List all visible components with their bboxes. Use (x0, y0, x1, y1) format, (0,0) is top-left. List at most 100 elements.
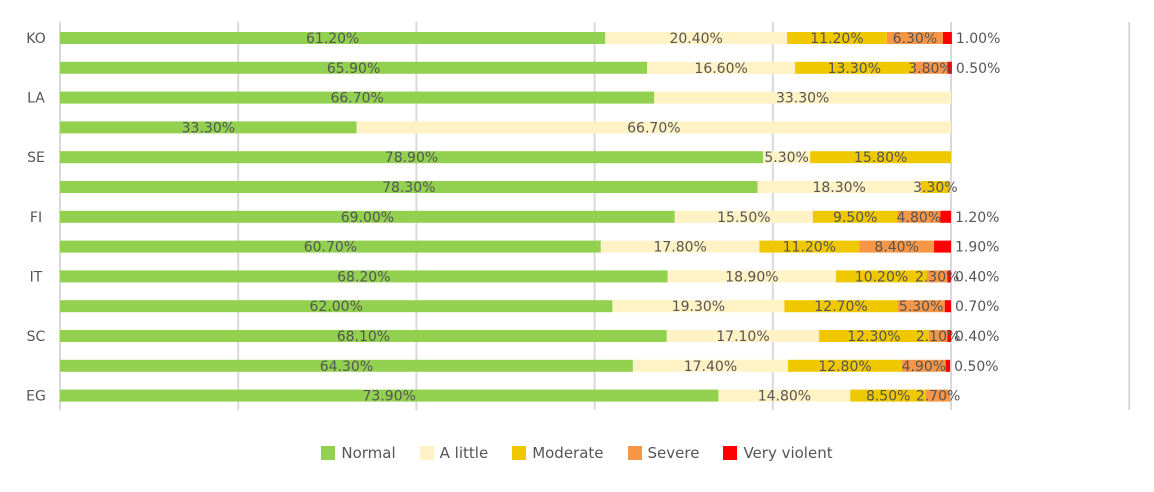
bar-segment (901, 359, 946, 372)
data-label: 65.90% (327, 61, 380, 77)
data-label: 18.90% (725, 269, 778, 285)
legend-label: Very violent (743, 444, 833, 462)
data-label: 66.70% (627, 120, 680, 136)
bar-segment (913, 61, 948, 74)
data-label: 2.30% (915, 269, 959, 285)
data-label: 9.50% (833, 210, 877, 226)
data-label: 68.20% (337, 269, 390, 285)
category-label: FI (30, 210, 42, 226)
data-label: 6.30% (893, 31, 937, 47)
data-label: 64.30% (320, 359, 373, 375)
bar-segment (666, 330, 820, 342)
bar-segment (810, 151, 951, 164)
bar-segment (60, 91, 655, 104)
data-label: 8.40% (874, 240, 918, 256)
data-label: 3.30% (913, 180, 957, 196)
bar-segment (647, 61, 796, 74)
legend-swatch (419, 446, 434, 460)
bar-segment (60, 389, 719, 402)
data-label: 11.20% (810, 31, 863, 47)
bar-segment (940, 210, 951, 223)
data-label: 0.70% (955, 299, 999, 315)
data-label: 15.50% (717, 210, 770, 226)
data-label: 1.00% (956, 31, 1000, 47)
bar-segment (897, 210, 941, 223)
data-label: 61.20% (306, 31, 359, 47)
data-label: 17.40% (684, 359, 737, 375)
bar-segment (60, 32, 606, 44)
legend-label: A little (439, 444, 489, 462)
bar-segment (928, 330, 948, 342)
bar-segment (812, 210, 898, 223)
data-label: 0.40% (955, 329, 999, 345)
data-label: 2.70% (916, 389, 960, 405)
legend-swatch (321, 446, 336, 460)
legend-item: Normal (321, 444, 396, 462)
data-label: 78.30% (382, 180, 435, 196)
data-label: 15.80% (854, 150, 907, 166)
bar-segment (942, 32, 952, 44)
data-label: 12.70% (814, 299, 867, 315)
category-label: SC (27, 329, 46, 345)
data-label: 60.70% (304, 240, 357, 256)
legend-swatch (723, 446, 738, 460)
data-label: 13.30% (828, 61, 881, 77)
data-label: 66.70% (330, 91, 383, 107)
bar-segment (60, 330, 667, 342)
bar-segment (718, 389, 851, 402)
bar-segment (667, 270, 837, 283)
bar-segment (897, 300, 945, 313)
legend-swatch (627, 446, 642, 460)
bar-segment (757, 181, 921, 193)
data-label: 10.20% (855, 269, 908, 285)
bar-segment (934, 240, 951, 253)
category-label: EG (26, 389, 46, 405)
bar-segment (60, 300, 613, 313)
data-label: 11.20% (783, 240, 836, 256)
bar-segment (612, 300, 785, 313)
bar-segment (836, 270, 927, 283)
data-label: 17.80% (653, 240, 706, 256)
bar-segment (60, 181, 758, 193)
bar-segment (859, 240, 935, 253)
category-label: LA (27, 91, 45, 107)
data-label: 12.80% (818, 359, 871, 375)
category-label: IT (30, 269, 43, 285)
data-label: 4.90% (902, 359, 946, 375)
legend-label: Normal (341, 444, 396, 462)
bar-segment (920, 181, 951, 193)
data-label: 3.80% (908, 61, 952, 77)
data-label: 69.00% (341, 210, 394, 226)
bar-segment (60, 61, 648, 74)
data-label: 20.40% (669, 31, 722, 47)
bar-segment (787, 32, 887, 44)
data-label: 8.50% (866, 389, 910, 405)
legend-item: A little (419, 444, 489, 462)
data-label: 0.50% (954, 359, 998, 375)
bar-segment (926, 270, 948, 283)
bar-segment (819, 330, 929, 342)
data-label: 78.90% (385, 150, 438, 166)
bar-segment (674, 210, 813, 223)
data-label: 73.90% (363, 389, 416, 405)
data-label: 12.30% (847, 329, 900, 345)
data-label: 33.30% (776, 91, 829, 107)
data-label: 16.60% (694, 61, 747, 77)
bar-segment (787, 359, 902, 372)
legend-item: Severe (627, 444, 700, 462)
bar-segment (60, 210, 675, 223)
bar-segment (784, 300, 898, 313)
data-label: 5.30% (899, 299, 943, 315)
data-label: 0.50% (956, 61, 1000, 77)
bar-segment (654, 91, 951, 104)
category-label: KO (26, 31, 45, 47)
legend-label: Severe (647, 444, 700, 462)
bar-segment (605, 32, 788, 44)
bar-segment (600, 240, 760, 253)
bar-segment (926, 389, 951, 402)
bar-segment (886, 32, 943, 44)
stacked-bar-chart: KO 61.20% 20.40% 11.20% 6.30% 1.00% 65.90% 16.6… (26, 22, 1131, 410)
data-label: 33.30% (182, 120, 235, 136)
data-label: 5.30% (764, 150, 808, 166)
data-label: 1.90% (955, 240, 999, 256)
